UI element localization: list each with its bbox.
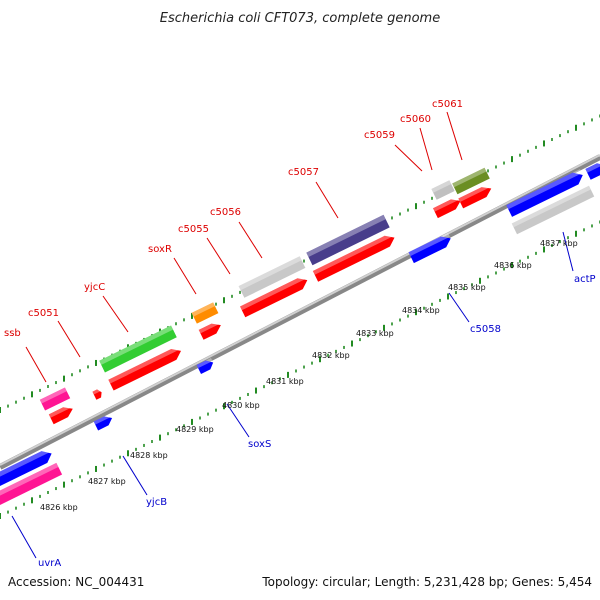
tick-label: 4837 kbp [540,239,578,248]
tick-label: 4829 kbp [176,425,214,434]
c5059-feature [431,180,455,200]
c5057-label: c5057 [288,167,319,178]
c5060-leader-line [419,127,433,171]
ssb-feature [39,387,71,411]
soxS-leader-line [226,403,250,438]
ssb-leader-line [25,346,47,383]
small-reverse-feature [93,413,113,431]
soxR-arrow-feature [198,320,221,340]
uvrA-leader-line [11,515,37,559]
c5057-arrow-feature [312,232,395,282]
soxR-leader-line [173,257,197,295]
tick-label: 4827 kbp [88,477,126,486]
tick-label: 4835 kbp [448,283,486,292]
c5056-leader-line [238,221,263,259]
soxR-label: soxR [148,244,172,255]
tick-label: 4834 kbp [402,306,440,315]
tick-label: 4826 kbp [40,503,78,512]
gene-features [0,160,600,508]
c5058-feature [408,232,451,264]
c5056-arrow-feature [240,274,308,318]
yjcC-leader-line [102,295,129,333]
actP-feature [506,169,583,217]
uvrA-label: uvrA [38,558,61,569]
ssb-arrow-feature [48,403,73,425]
c5060-feature [433,195,461,219]
soxS-label: soxS [248,439,271,450]
tick-label: 4832 kbp [312,351,350,360]
actP-leader-line [562,231,574,272]
c5059-label: c5059 [364,130,395,141]
ssb-label: ssb [4,328,21,339]
edge-feature [585,160,600,180]
soxS-feature [196,357,214,375]
yjcC-label: yjcC [84,282,105,293]
yjcB-label: yjcB [146,497,167,508]
backbone-highlight [0,154,600,466]
c5056-label: c5056 [210,207,241,218]
c5055-label: c5055 [178,224,209,235]
backbone-line [0,154,600,470]
yjcC-arrow-feature [108,345,182,391]
c5051-label: c5051 [28,308,59,319]
tick-label: 4831 kbp [266,377,304,386]
ssb-magenta-feature [0,462,63,508]
c5057-leader-line [315,181,339,219]
yjcC-feature [99,325,177,373]
c5060-label: c5060 [400,114,431,125]
c5051-feature [92,388,102,400]
c5062-feature [511,185,595,235]
soxR-feature [191,302,219,324]
dotted-ring-inner [0,220,600,519]
accession-text: Accession: NC_004431 [8,575,144,589]
tick-label: 4830 kbp [222,401,260,410]
c5055-feature [238,256,306,298]
map-title: Escherichia coli CFT073, complete genome [160,11,440,26]
c5055-leader-line [206,237,231,275]
c5061-feature [452,167,490,195]
c5058-label: c5058 [470,324,501,335]
tick-label: 4833 kbp [356,329,394,338]
c5061-arrow-feature [458,183,492,209]
c5058-leader-line [448,292,470,323]
c5061-leader-line [446,111,463,161]
uvrA-feature [0,447,52,489]
c5051-leader-line [57,320,81,358]
actP-label: actP [574,274,596,285]
backbone [0,154,600,470]
c5061-label: c5061 [432,99,463,110]
yjcB-leader-line [122,455,148,496]
genome-summary-text: Topology: circular; Length: 5,231,428 bp… [261,575,592,589]
tick-label: 4828 kbp [130,451,168,460]
tick-label: 4836 kbp [494,261,532,270]
tick-labels: 4826 kbp 4827 kbp 4828 kbp 4829 kbp 4830 kbp… [40,239,578,512]
c5057-feature [306,214,390,266]
c5059-leader-line [394,144,423,172]
